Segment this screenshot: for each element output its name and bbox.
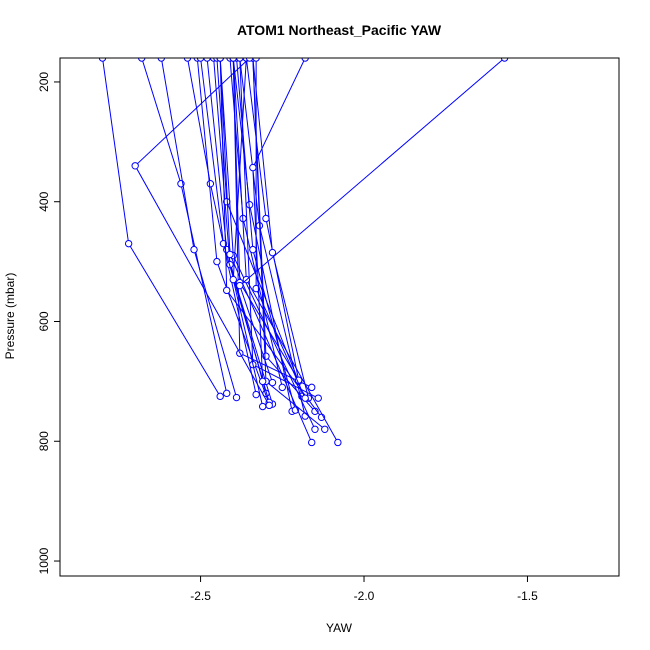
y-tick-label: 200 [37, 72, 51, 92]
series-26 [229, 58, 267, 411]
data-point [124, 239, 133, 248]
data-point [236, 281, 244, 290]
data-point [314, 394, 322, 402]
data-point [236, 58, 244, 62]
data-point [258, 377, 267, 386]
data-point [226, 250, 234, 259]
plot-frame [59, 57, 620, 577]
data-point [308, 383, 316, 392]
data-point [308, 438, 316, 447]
data-point [262, 214, 270, 223]
data-point [268, 378, 277, 387]
data-point [334, 438, 342, 447]
y-tick-label: 800 [37, 431, 51, 451]
data-point [131, 162, 139, 170]
data-point [190, 245, 198, 254]
data-point [265, 401, 273, 410]
data-point [311, 425, 319, 433]
data-point [216, 392, 224, 401]
series-28 [249, 58, 309, 386]
data-point [216, 58, 224, 62]
data-point [223, 286, 231, 295]
data-point [301, 58, 309, 62]
data-point [232, 393, 241, 402]
series-3 [157, 58, 241, 402]
data-point [223, 389, 231, 398]
series-1 [98, 58, 224, 401]
data-point [301, 394, 309, 402]
data-point [252, 284, 260, 293]
series-4 [183, 58, 260, 399]
series-29 [236, 58, 509, 387]
data-point [321, 425, 329, 433]
data-point [278, 383, 286, 392]
x-tick-label: -2.0 [354, 589, 375, 603]
y-tick-label: 400 [37, 191, 51, 211]
y-axis: 200 400 600 800 1000 [37, 72, 60, 574]
chart-title: ATOM1 Northeast_Pacific YAW [237, 22, 442, 38]
data-point [206, 180, 215, 188]
data-point [252, 58, 260, 62]
data-point [138, 58, 146, 62]
x-tick-label: -1.5 [517, 589, 538, 603]
series-22 [216, 58, 316, 447]
x-axis: -2.5 -2.0 -1.5 [190, 576, 538, 603]
data-point [268, 248, 277, 257]
data-point [249, 245, 257, 254]
x-tick-label: -2.5 [190, 589, 211, 603]
data-point [500, 58, 509, 62]
data-point [249, 163, 257, 172]
series-27 [131, 58, 273, 410]
y-axis-label: Pressure (mbar) [3, 273, 17, 360]
data-point [213, 257, 221, 266]
series-25 [252, 58, 309, 402]
data-point [229, 275, 237, 284]
data-point [157, 58, 166, 62]
data-point [252, 390, 260, 399]
data-point [203, 58, 211, 62]
y-tick-label: 1000 [37, 547, 51, 574]
data-point [245, 58, 254, 62]
series-layer [98, 58, 509, 447]
data-point [229, 58, 237, 62]
x-axis-label: YAW [326, 621, 353, 635]
y-tick-label: 600 [37, 311, 51, 331]
data-point [98, 58, 107, 62]
data-point [183, 58, 192, 62]
data-point [258, 402, 267, 411]
data-point [196, 58, 205, 62]
